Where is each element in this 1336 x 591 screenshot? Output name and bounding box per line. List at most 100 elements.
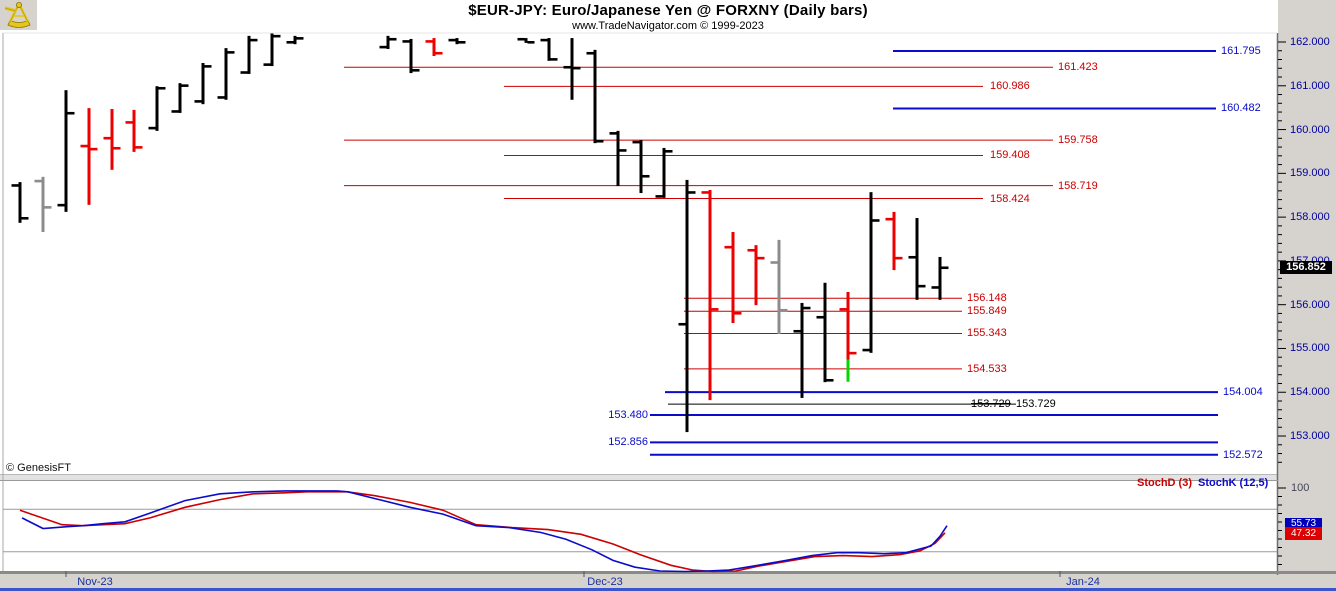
ohlc-bar [777, 239, 781, 335]
stochd-curve [19, 490, 946, 573]
ohlc-bar [132, 109, 136, 152]
open-tick [862, 348, 870, 352]
open-tick [171, 110, 179, 113]
ohlc-bar [593, 49, 597, 144]
open-tick [747, 248, 755, 252]
level-label-152.856: 152.856 [608, 436, 648, 449]
open-tick [586, 51, 594, 55]
close-tick [527, 41, 535, 44]
ohlc-bar [639, 140, 643, 194]
open-tick [194, 100, 202, 103]
price-axis-label: 156.000 [1290, 298, 1330, 311]
close-tick [296, 37, 304, 40]
close-tick [204, 65, 212, 68]
open-tick [517, 37, 525, 41]
price-axis-label: 159.000 [1290, 167, 1330, 180]
month-label-Nov-23[interactable]: Nov-23 [77, 576, 113, 588]
close-tick [181, 84, 189, 87]
price-axis-label: 158.000 [1290, 211, 1330, 224]
chart-header: $EUR-JPY: Euro/Japanese Yen @ FORXNY (Da… [0, 2, 1336, 32]
close-tick [573, 66, 581, 70]
level-label-158.424: 158.424 [990, 192, 1030, 205]
ohlc-bar [754, 245, 758, 306]
close-tick [227, 51, 235, 54]
current-price-badge: 156.852 [1280, 261, 1332, 274]
open-tick [563, 65, 571, 69]
open-tick [609, 132, 617, 135]
level-label-159.408: 159.408 [990, 149, 1030, 162]
open-tick [701, 191, 709, 194]
time-axis-strip [0, 573, 1336, 591]
close-tick [435, 51, 443, 55]
open-tick [816, 315, 824, 319]
close-tick [895, 256, 903, 260]
ohlc-bar [547, 38, 551, 61]
stochd-value-badge: 47.32 [1285, 527, 1322, 540]
ohlc-bar [224, 48, 228, 100]
price-axis-strip [1278, 0, 1336, 573]
open-tick [540, 38, 548, 42]
chart-subtitle: www.TradeNavigator.com © 1999-2023 [572, 20, 764, 32]
price-axis-label: 154.000 [1290, 386, 1330, 399]
ohlc-bar [409, 38, 413, 74]
close-tick [711, 308, 719, 311]
open-tick [148, 126, 156, 130]
close-tick [826, 378, 834, 382]
level-label-152.572: 152.572 [1223, 448, 1263, 461]
open-tick [240, 71, 248, 74]
stochd-legend-label[interactable]: StochD (3) [1137, 477, 1192, 489]
close-tick [389, 37, 397, 41]
close-tick [273, 34, 281, 38]
open-tick [655, 195, 663, 198]
ohlc-bar [708, 189, 712, 401]
level-label-160.986: 160.986 [990, 80, 1030, 93]
level-label-154.533: 154.533 [967, 362, 1007, 375]
close-tick [113, 146, 121, 150]
close-tick [67, 111, 75, 115]
ohlc-bar [178, 83, 182, 113]
level-label-153.729: 153.729 [971, 398, 1011, 411]
stochk-legend-label[interactable]: StochK (12,5) [1198, 477, 1269, 489]
close-tick [688, 191, 696, 194]
stochk-curve [21, 490, 948, 573]
open-tick [425, 40, 433, 43]
ohlc-bar [293, 35, 297, 45]
ohlc-bar [455, 38, 459, 45]
close-tick [550, 58, 558, 61]
close-tick [849, 351, 857, 355]
ohlc-bar [18, 182, 22, 223]
close-tick [619, 149, 627, 152]
ohlc-bar [201, 63, 205, 105]
genesis-sextant-icon[interactable] [1, 0, 37, 35]
ohlc-bar [386, 35, 390, 50]
ohlc-bar [892, 211, 896, 271]
open-tick [885, 217, 893, 221]
level-label-158.719: 158.719 [1058, 179, 1098, 192]
ohlc-bar [432, 38, 436, 57]
open-tick [448, 38, 456, 42]
close-tick [780, 308, 788, 312]
ohlc-bar [915, 217, 919, 300]
ohlc-bar [800, 302, 804, 398]
price-axis-label: 162.000 [1290, 36, 1330, 48]
ohlc-bar [823, 282, 827, 383]
close-tick [250, 38, 258, 42]
month-label-Dec-23[interactable]: Dec-23 [587, 576, 623, 588]
close-tick [596, 139, 604, 143]
open-tick [286, 41, 294, 44]
open-tick [11, 184, 19, 187]
ohlc-bar [938, 256, 942, 300]
open-tick [125, 121, 133, 124]
close-tick [21, 216, 29, 220]
month-label-Jan-24[interactable]: Jan-24 [1066, 576, 1100, 588]
close-tick [158, 86, 166, 90]
price-axis-label: 161.000 [1290, 79, 1330, 92]
level-label-161.795: 161.795 [1221, 44, 1261, 57]
open-tick [770, 261, 778, 264]
ohlc-bar [731, 232, 735, 324]
open-tick [793, 329, 801, 333]
close-tick [803, 306, 811, 310]
panel-divider [0, 474, 1278, 481]
